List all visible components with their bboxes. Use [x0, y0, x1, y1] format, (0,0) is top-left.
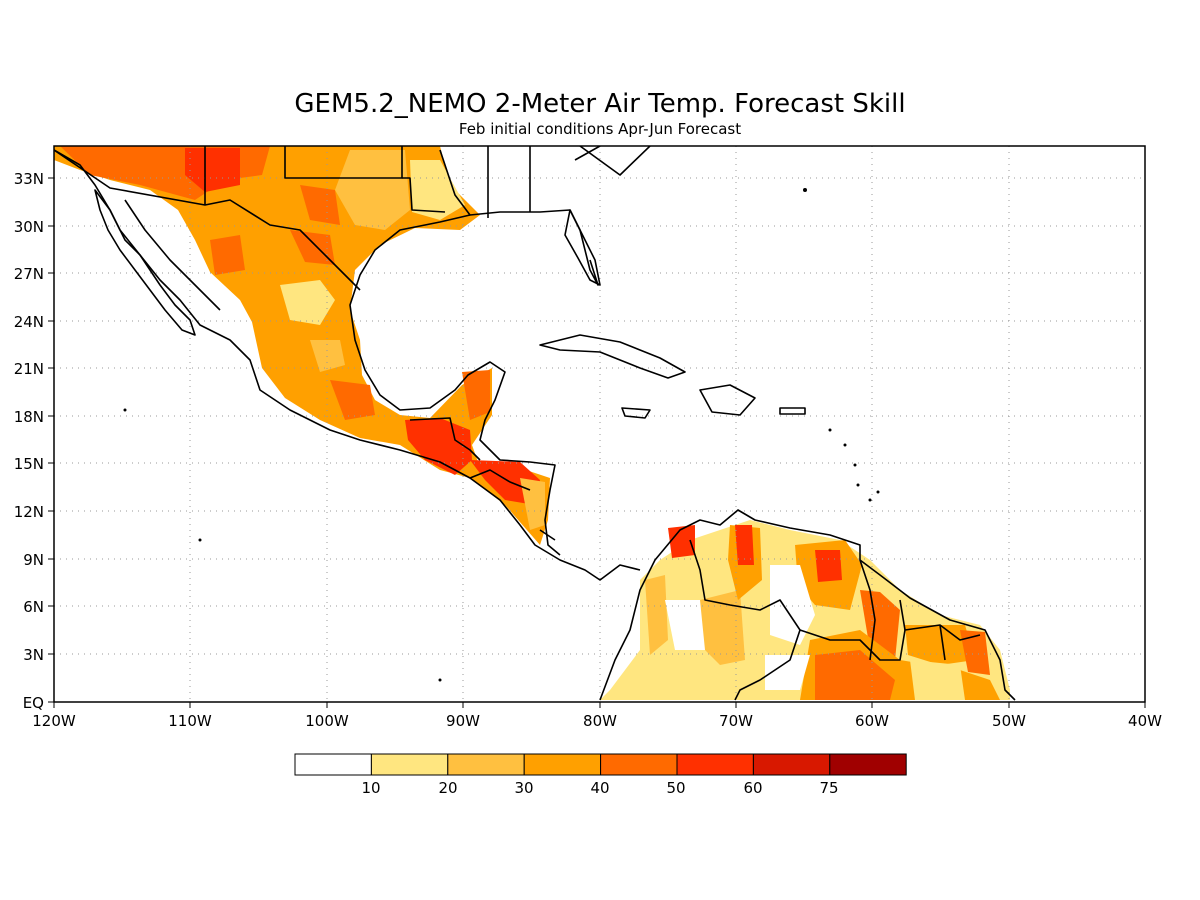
lon-label-120w: 120W — [32, 712, 76, 730]
lat-label-12n: 12N — [14, 503, 44, 521]
lon-label-80w: 80W — [583, 712, 617, 730]
legend-label-10: 10 — [361, 779, 380, 797]
lon-label-100w: 100W — [305, 712, 349, 730]
lat-label-18n: 18N — [14, 408, 44, 426]
legend-label-40: 40 — [590, 779, 609, 797]
lat-label-21n: 21N — [14, 360, 44, 378]
map-area — [54, 146, 1145, 702]
lat-label-3n: 3N — [23, 646, 44, 664]
lat-label-27n: 27N — [14, 265, 44, 283]
latitude-labels: 33N 30N 27N 24N 21N 18N 15N 12N 9N 6N 3N… — [14, 170, 44, 712]
lesser-antilles — [123, 188, 880, 682]
legend-label-20: 20 — [438, 779, 457, 797]
lat-label-9n: 9N — [23, 551, 44, 569]
longitude-labels: 120W 110W 100W 90W 80W 70W 60W 50W 40W — [32, 712, 1162, 730]
lon-label-110w: 110W — [168, 712, 212, 730]
lat-label-24n: 24N — [14, 313, 44, 331]
lon-label-70w: 70W — [719, 712, 753, 730]
lat-label-30n: 30N — [14, 218, 44, 236]
map-title: GEM5.2_NEMO 2-Meter Air Temp. Forecast S… — [294, 89, 905, 119]
lat-label-6n: 6N — [23, 598, 44, 616]
legend-swatch — [752, 753, 831, 776]
lat-label-15n: 15N — [14, 455, 44, 473]
lon-label-40w: 40W — [1128, 712, 1162, 730]
legend-swatch — [294, 753, 372, 776]
lon-label-50w: 50W — [992, 712, 1026, 730]
skill-shading — [54, 146, 1010, 700]
legend-label-50: 50 — [666, 779, 685, 797]
lat-label-33n: 33N — [14, 170, 44, 188]
legend-swatch — [447, 753, 525, 776]
legend-swatch — [829, 753, 907, 776]
legend-label-60: 60 — [743, 779, 762, 797]
map-subtitle: Feb initial conditions Apr-Jun Forecast — [459, 120, 741, 138]
legend-swatch — [600, 753, 678, 776]
coastlines — [54, 146, 1016, 701]
legend-label-30: 30 — [514, 779, 533, 797]
legend-swatch — [523, 753, 602, 776]
legend-swatches — [294, 753, 907, 776]
legend-label-75: 75 — [819, 779, 838, 797]
lon-label-90w: 90W — [446, 712, 480, 730]
lon-label-60w: 60W — [855, 712, 889, 730]
color-legend: 10 20 30 40 50 60 75 — [294, 753, 907, 797]
lat-label-eq: EQ — [23, 694, 44, 712]
axis-ticks — [48, 177, 1146, 708]
legend-swatch — [676, 753, 754, 776]
legend-swatch — [370, 753, 449, 776]
